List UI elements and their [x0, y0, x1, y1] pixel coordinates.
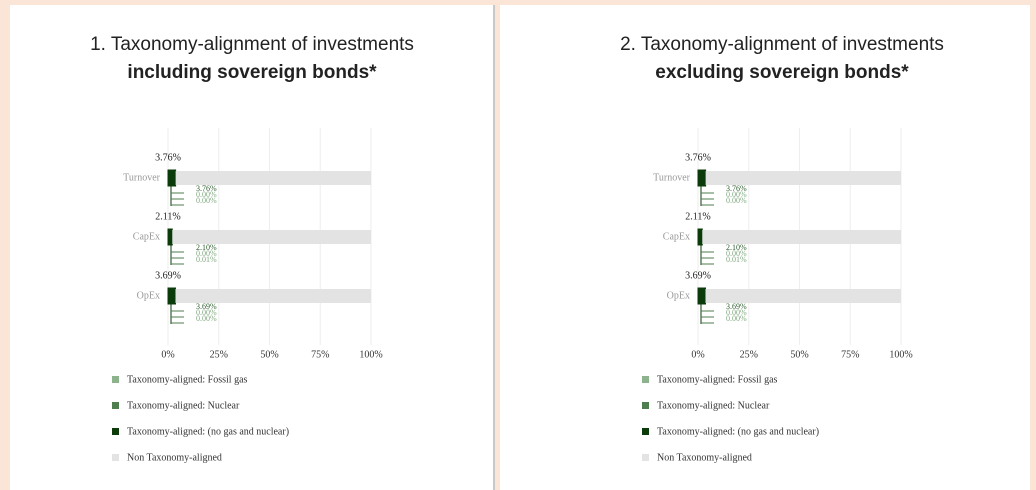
- x-tick-label: 25%: [210, 349, 228, 360]
- panel: [500, 5, 1030, 490]
- value-label: 3.69%: [726, 302, 747, 311]
- legend-label: Non Taxonomy-aligned: [127, 452, 222, 463]
- x-tick-label: 75%: [841, 349, 859, 360]
- value-label: 0.00%: [196, 308, 217, 317]
- x-tick-label: 0%: [161, 349, 174, 360]
- legend-swatch: [112, 454, 119, 461]
- x-tick-label: 25%: [740, 349, 758, 360]
- bar-segment: [172, 230, 371, 244]
- legend-swatch: [642, 454, 649, 461]
- value-label: 0.00%: [196, 249, 217, 258]
- legend-label: Taxonomy-aligned: (no gas and nuclear): [657, 426, 819, 437]
- value-label: 2.10%: [726, 243, 747, 252]
- legend-label: Taxonomy-aligned: Fossil gas: [657, 374, 778, 385]
- value-label: 3.76%: [196, 184, 217, 193]
- category-label: CapEx: [663, 231, 690, 242]
- value-label: 0.00%: [196, 314, 217, 323]
- chart-subtitle: including sovereign bonds*: [127, 62, 377, 83]
- legend-label: Taxonomy-aligned: (no gas and nuclear): [127, 426, 289, 437]
- x-tick-label: 100%: [359, 349, 382, 360]
- category-label: Turnover: [653, 172, 691, 183]
- x-tick-label: 0%: [691, 349, 704, 360]
- x-tick-label: 50%: [790, 349, 808, 360]
- legend-label: Taxonomy-aligned: Nuclear: [127, 400, 240, 411]
- value-label: 0.00%: [196, 196, 217, 205]
- value-label: 0.01%: [726, 255, 747, 264]
- total-label: 3.69%: [685, 270, 711, 281]
- bar-segment: [702, 230, 901, 244]
- category-label: CapEx: [133, 231, 160, 242]
- value-label: 0.00%: [196, 190, 217, 199]
- total-label: 2.11%: [155, 211, 180, 222]
- category-label: Turnover: [123, 172, 161, 183]
- legend-swatch: [642, 376, 649, 383]
- legend-swatch: [642, 402, 649, 409]
- legend-swatch: [112, 402, 119, 409]
- x-tick-label: 50%: [260, 349, 278, 360]
- bar-segment: [705, 289, 901, 303]
- legend-label: Taxonomy-aligned: Fossil gas: [127, 374, 248, 385]
- bar-segment: [697, 228, 703, 246]
- x-tick-label: 75%: [311, 349, 329, 360]
- chart-subtitle: excluding sovereign bonds*: [655, 62, 909, 83]
- total-label: 3.76%: [155, 152, 181, 163]
- value-label: 2.10%: [196, 243, 217, 252]
- legend-swatch: [642, 428, 649, 435]
- chart-title: 2. Taxonomy-alignment of investments: [620, 34, 944, 55]
- category-label: OpEx: [667, 290, 690, 301]
- legend-swatch: [112, 428, 119, 435]
- value-label: 3.69%: [196, 302, 217, 311]
- value-label: 3.76%: [726, 184, 747, 193]
- bar-segment: [175, 289, 371, 303]
- value-label: 0.00%: [726, 314, 747, 323]
- chart-title: 1. Taxonomy-alignment of investments: [90, 34, 414, 55]
- bar-segment: [697, 287, 706, 305]
- x-tick-label: 100%: [889, 349, 912, 360]
- legend-label: Taxonomy-aligned: Nuclear: [657, 400, 770, 411]
- bar-segment: [167, 287, 176, 305]
- bar-segment: [167, 228, 173, 246]
- value-label: 0.00%: [726, 308, 747, 317]
- legend-label: Non Taxonomy-aligned: [657, 452, 752, 463]
- value-label: 0.01%: [196, 255, 217, 264]
- bar-segment: [175, 171, 371, 185]
- total-label: 3.76%: [685, 152, 711, 163]
- total-label: 2.11%: [685, 211, 710, 222]
- value-label: 0.00%: [726, 249, 747, 258]
- total-label: 3.69%: [155, 270, 181, 281]
- bar-segment: [697, 169, 707, 187]
- value-label: 0.00%: [726, 196, 747, 205]
- category-label: OpEx: [137, 290, 160, 301]
- bar-segment: [167, 169, 177, 187]
- panel: [10, 5, 494, 490]
- bar-segment: [705, 171, 901, 185]
- value-label: 0.00%: [726, 190, 747, 199]
- legend-swatch: [112, 376, 119, 383]
